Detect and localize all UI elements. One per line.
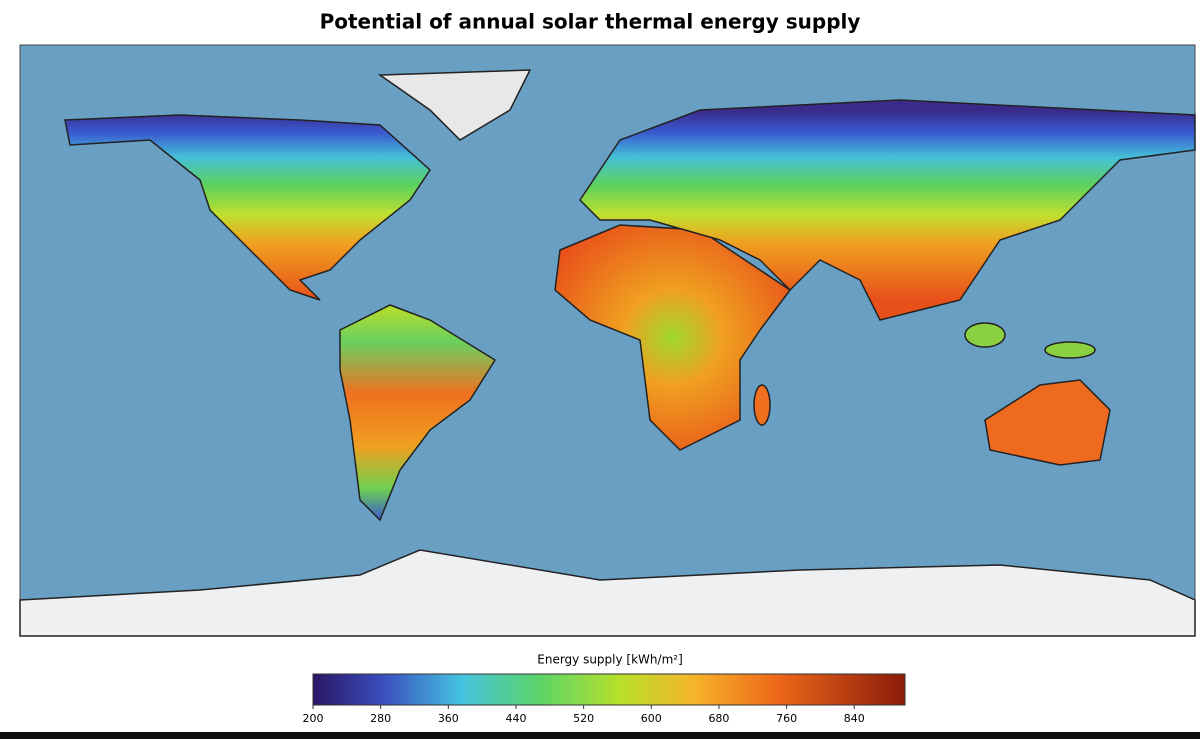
new-guinea	[1044, 341, 1096, 359]
greenland	[377, 69, 532, 141]
colorbar-tick-label: 440	[505, 712, 526, 725]
colorbar-tick-label: 760	[776, 712, 797, 725]
colorbar-tick-label: 840	[844, 712, 865, 725]
borneo	[964, 322, 1006, 348]
colorbar-label: Energy supply [kWh/m²]	[537, 653, 683, 667]
colorbar-tick-label: 680	[708, 712, 729, 725]
antarctica	[19, 549, 1196, 637]
south-america	[339, 304, 497, 522]
colorbar-tick-label: 280	[370, 712, 391, 725]
australia	[984, 379, 1111, 466]
madagascar	[753, 384, 771, 426]
colorbar-tick-label: 600	[641, 712, 662, 725]
colorbar	[312, 673, 906, 706]
title: Potential of annual solar thermal energy…	[320, 10, 861, 34]
bottom-bar	[0, 732, 1200, 739]
colorbar-tick-label: 360	[438, 712, 459, 725]
map	[19, 44, 1196, 637]
colorbar-tick-label: 200	[303, 712, 324, 725]
north-america	[64, 114, 431, 301]
colorbar-tick-label: 520	[573, 712, 594, 725]
eurasia	[579, 99, 1196, 321]
